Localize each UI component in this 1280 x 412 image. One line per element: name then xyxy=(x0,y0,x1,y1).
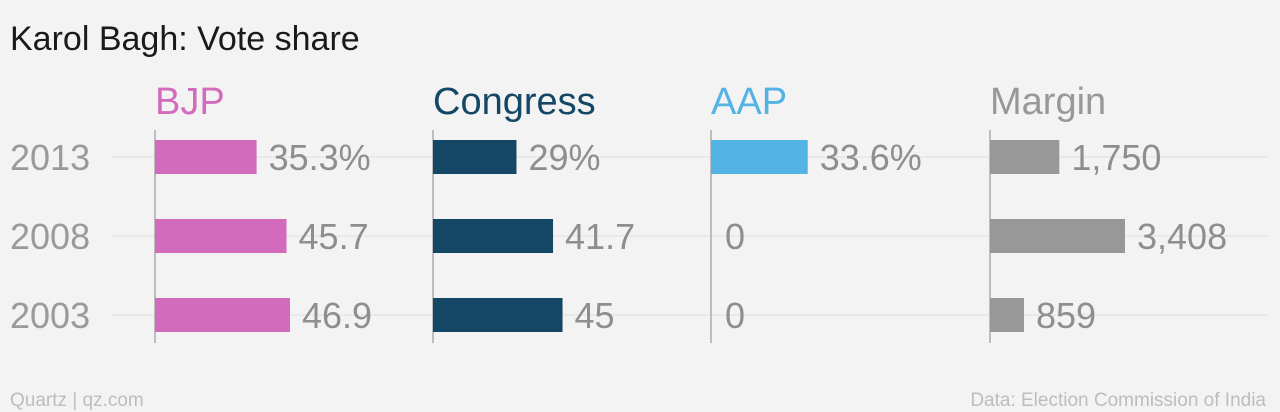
value-label: 35.3% xyxy=(269,137,371,178)
chart-title: Karol Bagh: Vote share xyxy=(10,20,360,58)
bar xyxy=(433,298,563,332)
bar xyxy=(155,219,287,253)
value-label: 0 xyxy=(725,295,745,336)
value-label: 1,750 xyxy=(1071,137,1161,178)
footer-source-right: Data: Election Commission of India xyxy=(970,390,1266,411)
value-label: 45 xyxy=(575,295,615,336)
value-label: 45.7 xyxy=(299,216,369,257)
series-label: AAP xyxy=(711,81,787,123)
bar xyxy=(433,140,517,174)
value-label: 41.7 xyxy=(565,216,635,257)
panel-bjp: BJP 35.3% 45.7 46.9 xyxy=(154,81,372,343)
bar xyxy=(990,140,1060,174)
bar xyxy=(433,219,554,253)
bar xyxy=(990,298,1025,332)
value-label: 3,408 xyxy=(1137,216,1227,257)
value-label: 29% xyxy=(528,137,600,178)
panel-congress: Congress 29% 41.7 45 xyxy=(432,81,635,343)
value-label: 46.9 xyxy=(302,295,372,336)
footer-source-left: Quartz | qz.com xyxy=(10,390,144,411)
bar xyxy=(990,219,1125,253)
panels: BJP 35.3% 45.7 46.9 Congress 29% 41.7 45 AAP 33.6… xyxy=(154,81,1227,343)
bar xyxy=(711,140,808,174)
series-label: Margin xyxy=(990,81,1106,123)
series-label: BJP xyxy=(155,81,225,123)
value-label: 33.6% xyxy=(820,137,922,178)
series-label: Congress xyxy=(433,81,596,123)
bar xyxy=(155,298,290,332)
value-label: 859 xyxy=(1036,295,1096,336)
value-label: 0 xyxy=(725,216,745,257)
year-label: 2003 xyxy=(10,295,90,336)
panel-aap: AAP 33.6% 0 0 xyxy=(710,81,922,343)
bar xyxy=(155,140,257,174)
year-label: 2008 xyxy=(10,216,90,257)
year-label: 2013 xyxy=(10,137,90,178)
panel-margin: Margin 1,750 3,408 859 xyxy=(989,81,1227,343)
year-labels: 2013 2008 2003 xyxy=(10,137,90,336)
